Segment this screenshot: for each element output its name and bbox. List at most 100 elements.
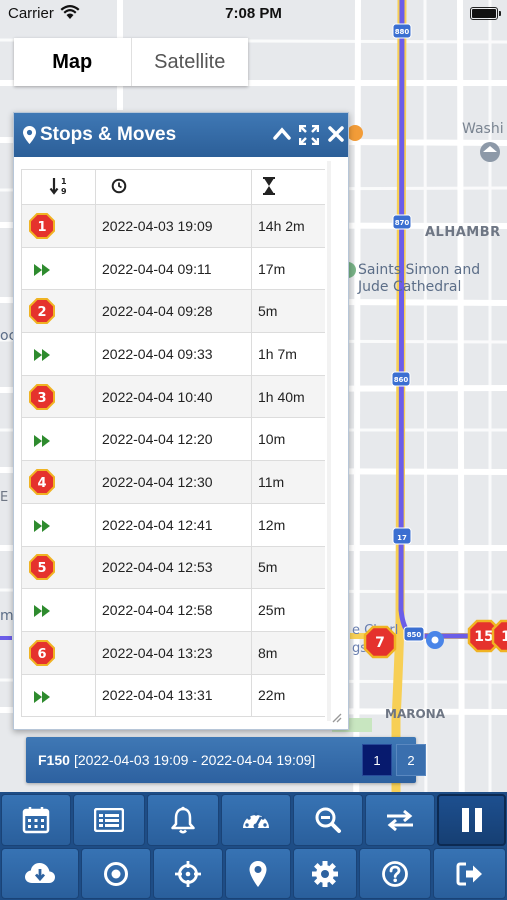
row-duration: 25m — [251, 588, 325, 632]
table-row-move[interactable]: 2022-04-04 12:20 10m — [21, 417, 325, 462]
fast-forward-icon — [34, 690, 50, 703]
list-button[interactable] — [73, 794, 145, 846]
map-label-frag2: E — [0, 490, 8, 505]
map-stop-marker-7[interactable]: 7 — [363, 625, 397, 659]
row-time: 2022-04-04 12:30 — [95, 460, 252, 504]
row-time: 2022-04-04 13:31 — [95, 673, 252, 718]
row-time: 2022-04-04 12:53 — [95, 545, 252, 590]
row-time: 2022-04-04 09:11 — [95, 246, 252, 291]
bottom-toolbar — [0, 792, 507, 900]
help-button[interactable] — [359, 848, 431, 899]
vehicle-range-bar: F150 [2022-04-03 19:09 - 2022-04-04 19:0… — [26, 737, 426, 783]
table-row-stop[interactable]: 4 2022-04-04 12:30 11m — [21, 460, 325, 504]
stop-badge-icon: 3 — [29, 383, 55, 410]
stop-badge-icon: 6 — [29, 639, 55, 666]
row-duration: 11m — [251, 460, 325, 504]
locate-button[interactable] — [153, 848, 223, 899]
map-label-place1: Washi — [462, 121, 504, 137]
zoom-out-icon — [315, 807, 341, 833]
stops-table-container[interactable]: 1 9 — [21, 169, 325, 729]
svg-text:7: 7 — [375, 635, 385, 651]
column-header-duration[interactable] — [251, 169, 325, 205]
target-icon — [104, 861, 128, 886]
stop-badge-icon: 1 — [29, 212, 55, 239]
column-header-number[interactable]: 1 9 — [21, 169, 96, 205]
hourglass-icon — [263, 176, 275, 195]
crosshair-icon — [175, 860, 201, 887]
clock-icon — [111, 178, 126, 193]
panel-title: Stops & Moves — [40, 124, 177, 145]
map-type-map-button[interactable]: Map — [52, 50, 93, 73]
table-row-move[interactable]: 2022-04-04 12:41 12m — [21, 502, 325, 547]
table-row-stop[interactable]: 5 2022-04-04 12:53 5m — [21, 545, 325, 590]
map-type-toggle: Map Satellite — [14, 38, 248, 86]
logout-icon — [456, 862, 482, 885]
table-row-move[interactable]: 2022-04-04 12:58 25m — [21, 588, 325, 632]
download-button[interactable] — [1, 848, 79, 899]
vehicle-name: F150 — [38, 752, 70, 768]
row-time: 2022-04-04 12:58 — [95, 588, 252, 632]
row-time: 2022-04-03 19:09 — [95, 204, 252, 248]
fullscreen-icon[interactable] — [299, 125, 319, 145]
fast-forward-icon — [34, 605, 50, 618]
stop-badge-icon: 5 — [29, 554, 55, 581]
record-button[interactable] — [81, 848, 151, 899]
row-time: 2022-04-04 12:20 — [95, 417, 252, 462]
calendar-button[interactable] — [1, 794, 71, 846]
table-row-stop[interactable]: 1 2022-04-03 19:09 14h 2m — [21, 204, 325, 248]
swap-icon — [387, 809, 413, 832]
zoom-out-button[interactable] — [293, 794, 363, 846]
stop-badge-icon: 4 — [29, 468, 55, 495]
location-pin-icon — [249, 860, 267, 887]
column-header-time[interactable] — [95, 169, 252, 205]
pause-button[interactable] — [437, 794, 506, 846]
cloud-download-icon — [25, 862, 55, 883]
help-icon — [382, 860, 408, 887]
table-row-move[interactable]: 2022-04-04 13:31 22m — [21, 673, 325, 718]
panel-header[interactable]: Stops & Moves — [14, 113, 348, 157]
fast-forward-icon — [34, 519, 50, 532]
table-row-stop[interactable]: 6 2022-04-04 13:23 8m — [21, 630, 325, 675]
svg-text:4: 4 — [37, 476, 46, 491]
row-time: 2022-04-04 09:28 — [95, 289, 252, 334]
table-row-move[interactable]: 2022-04-04 09:11 17m — [21, 246, 325, 291]
logout-button[interactable] — [433, 848, 506, 899]
svg-text:15: 15 — [474, 629, 493, 645]
map-stop-marker-1[interactable]: 1 — [491, 619, 507, 653]
fast-forward-icon — [34, 349, 50, 362]
calendar-icon — [22, 807, 50, 834]
dashboard-button[interactable] — [221, 794, 291, 846]
close-icon[interactable] — [327, 125, 345, 143]
svg-text:9: 9 — [61, 187, 67, 196]
row-duration: 22m — [251, 673, 325, 718]
fast-forward-icon — [34, 434, 50, 447]
row-duration: 8m — [251, 630, 325, 675]
row-duration: 5m — [251, 545, 325, 590]
table-row-move[interactable]: 2022-04-04 09:33 1h 7m — [21, 332, 325, 376]
list-icon — [94, 808, 124, 832]
resize-grip-icon[interactable] — [332, 713, 342, 723]
map-type-satellite-button[interactable]: Satellite — [130, 38, 249, 86]
swap-button[interactable] — [365, 794, 435, 846]
settings-button[interactable] — [293, 848, 357, 899]
page-button-2[interactable]: 2 — [396, 744, 426, 776]
place-button[interactable] — [225, 848, 291, 899]
svg-text:1: 1 — [501, 629, 507, 645]
map-label-church-1: Saints Simon and — [358, 262, 480, 278]
map-label-marona: MARONA — [385, 707, 446, 721]
collapse-icon[interactable] — [273, 125, 291, 143]
shield-17: 17 — [397, 534, 407, 542]
panel-scrollbar[interactable] — [327, 161, 331, 721]
page-button-1[interactable]: 1 — [362, 744, 392, 776]
row-duration: 14h 2m — [251, 204, 325, 248]
stop-badge-icon: 2 — [29, 298, 55, 325]
map-stop-marker-15[interactable]: 15 — [467, 619, 501, 653]
table-row-stop[interactable]: 2 2022-04-04 09:28 5m — [21, 289, 325, 334]
alerts-button[interactable] — [147, 794, 219, 846]
shield-860: 860 — [394, 376, 409, 384]
table-header-row: 1 9 — [21, 169, 325, 205]
row-duration: 12m — [251, 502, 325, 547]
table-row-stop[interactable]: 3 2022-04-04 10:40 1h 40m — [21, 374, 325, 419]
shield-870: 870 — [395, 219, 410, 227]
row-duration: 10m — [251, 417, 325, 462]
